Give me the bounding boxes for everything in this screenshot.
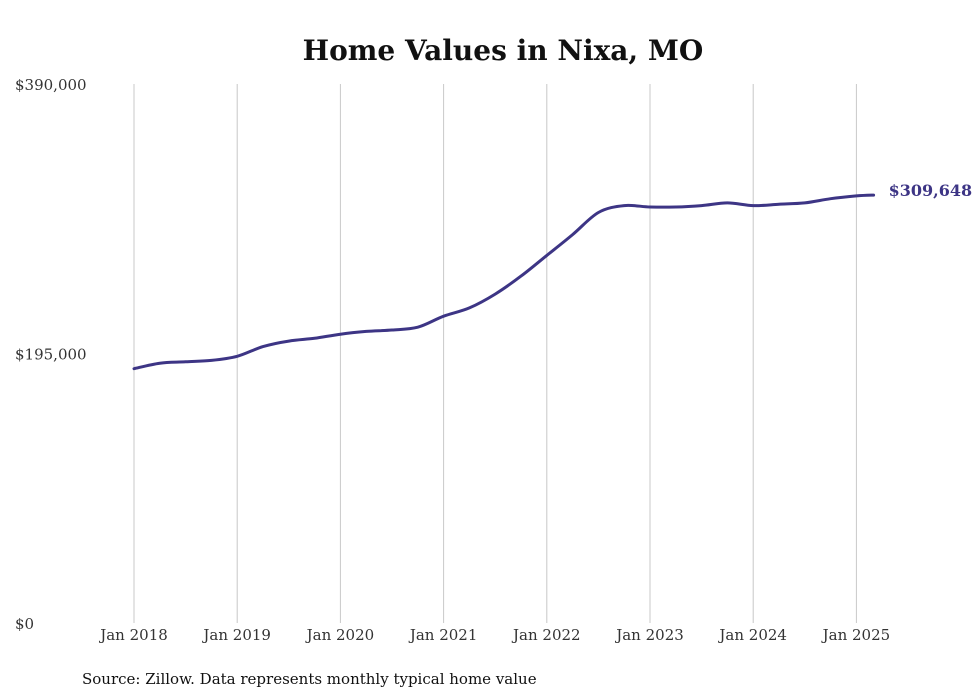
y-tick-label: $390,000	[15, 76, 87, 94]
x-tick-label: Jan 2022	[511, 626, 581, 644]
x-axis-ticks: Jan 2018 Jan 2019 Jan 2020 Jan 2021 Jan 2022…	[98, 626, 890, 644]
x-tick-label: Jan 2025	[821, 626, 891, 644]
end-value-label: $309,648	[889, 181, 973, 200]
series-line	[132, 193, 876, 371]
x-tick-label: Jan 2020	[305, 626, 375, 644]
y-tick-label: $0	[15, 615, 34, 633]
x-tick-label: Jan 2021	[408, 626, 478, 644]
source-note: Source: Zillow. Data represents monthly …	[82, 670, 537, 688]
x-tick-label: Jan 2023	[614, 626, 684, 644]
y-axis-ticks: $0 $195,000 $390,000	[15, 76, 87, 633]
x-tick-label: Jan 2019	[201, 626, 271, 644]
x-tick-label: Jan 2024	[717, 626, 787, 644]
chart-title: Home Values in Nixa, MO	[303, 34, 704, 67]
x-tick-label: Jan 2018	[98, 626, 168, 644]
y-tick-label: $195,000	[15, 346, 87, 364]
gridlines	[133, 84, 857, 623]
